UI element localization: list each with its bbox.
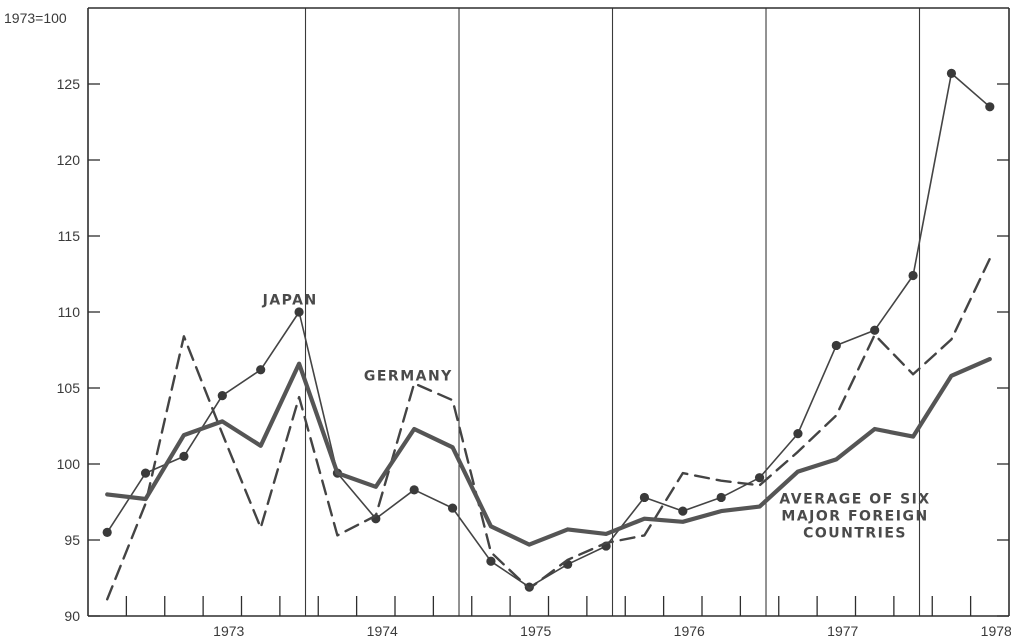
series-marker-0 <box>754 473 765 483</box>
series-marker-0 <box>217 391 227 401</box>
series-label: JAPAN <box>262 292 318 308</box>
series-marker-0 <box>946 68 957 78</box>
series-marker-0 <box>678 506 688 516</box>
y-tick-label: 115 <box>58 228 81 244</box>
year-grid <box>304 8 921 616</box>
series-marker-0 <box>179 451 189 461</box>
series-marker-0 <box>140 468 151 478</box>
x-tick-label: 1974 <box>367 623 398 639</box>
series-marker-0 <box>831 340 841 351</box>
series-marker-0 <box>985 102 995 112</box>
series-marker-0 <box>102 527 112 538</box>
y-tick-label: 110 <box>58 304 81 320</box>
y-axis-unit-label: 1973=100 <box>4 10 67 26</box>
series-marker-0 <box>447 503 458 513</box>
y-tick-label: 90 <box>64 608 80 624</box>
series-line-2 <box>105 357 992 547</box>
y-tick-label: 95 <box>64 532 80 548</box>
axis-ticks: 90 95 100 105 110 115 120 125 1973 1974 1975 1976 19… <box>57 76 1011 639</box>
series-label: MAJOR FOREIGN <box>781 509 928 525</box>
series-marker-0 <box>409 485 419 495</box>
series-marker-0 <box>256 365 266 375</box>
x-tick-label: 1975 <box>520 623 551 639</box>
series-marker-0 <box>793 429 803 439</box>
series-marker-0 <box>639 492 650 503</box>
series-label: GERMANY <box>364 368 453 384</box>
series-marker-0 <box>716 492 726 503</box>
series-marker-0 <box>870 325 880 335</box>
x-tick-label: 1977 <box>827 623 858 639</box>
series <box>102 68 995 601</box>
x-tick-label: 1976 <box>674 623 705 639</box>
y-tick-label: 105 <box>57 380 81 396</box>
y-tick-label: 100 <box>57 456 81 472</box>
series-line-1 <box>105 257 991 601</box>
y-tick-label: 125 <box>57 76 81 92</box>
series-label: AVERAGE OF SIX <box>779 492 930 508</box>
y-tick-label: 120 <box>57 152 81 168</box>
series-label: COUNTRIES <box>803 526 907 542</box>
series-marker-0 <box>908 270 918 281</box>
series-marker-0 <box>486 556 496 566</box>
series-marker-0 <box>294 307 304 317</box>
x-tick-label: 1973 <box>213 623 244 639</box>
x-tick-label: 1978 <box>981 623 1011 639</box>
